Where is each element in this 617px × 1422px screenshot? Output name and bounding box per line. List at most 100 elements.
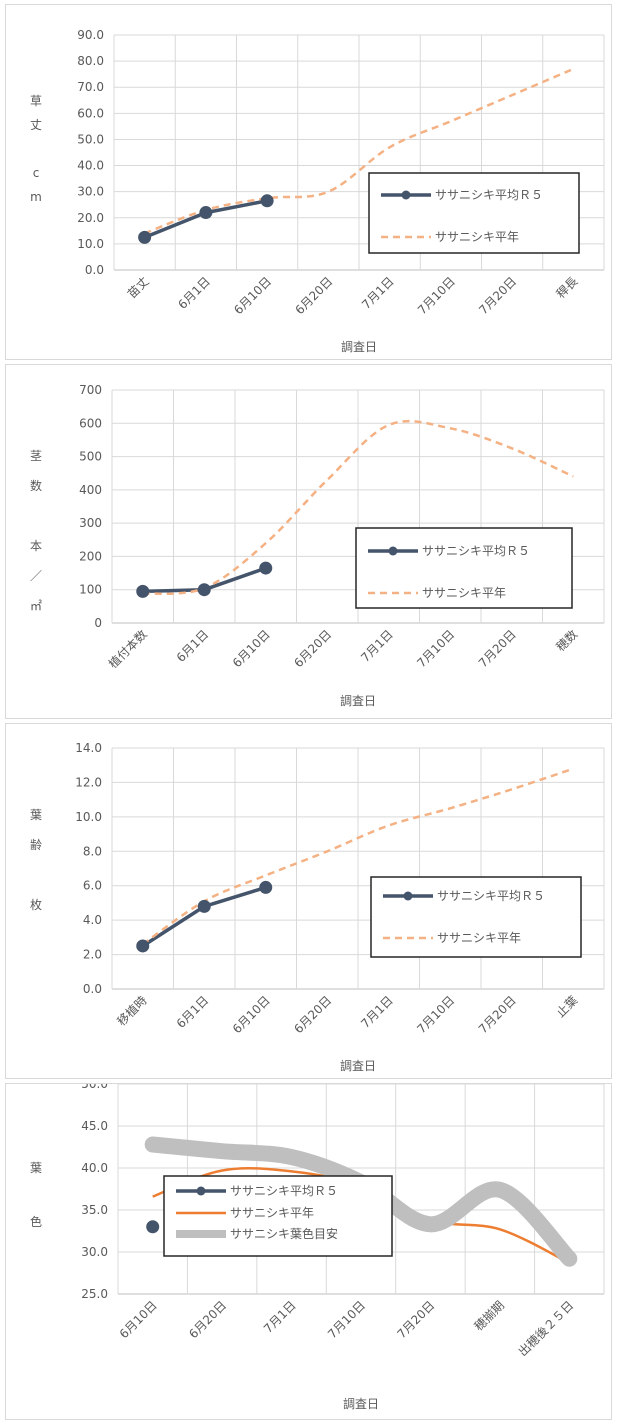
- x-tick-label: 出穂後２５日: [516, 1298, 577, 1359]
- y-tick-label: 500: [79, 450, 102, 464]
- chart-stem-count-svg: 0 100 200 300 400 500 600 700 植付本数 6月1日 6月10日 6月20日…: [30, 383, 605, 708]
- y-tick-label: 25.0: [81, 1287, 108, 1301]
- y-axis-title-char: 茎: [30, 449, 42, 463]
- x-tick-label: 6月1日: [175, 274, 213, 312]
- y-tick-label: 60.0: [77, 106, 104, 120]
- y-tick-label: 45.0: [81, 1119, 108, 1133]
- legend-label: ササニシキ平年: [437, 931, 521, 945]
- x-tick-label: 6月20日: [186, 1298, 229, 1341]
- y-tick-label: 70.0: [77, 80, 104, 94]
- y-axis-title-char: 齢: [30, 837, 42, 852]
- legend-marker: [388, 546, 398, 556]
- chart-leaf-color-svg: 25.0 30.0 35.0 40.0 45.0 50.0 6月10日 6月20日 7月1日 7月…: [30, 1084, 605, 1411]
- legend-label: ササニシキ葉色目安: [230, 1226, 338, 1241]
- chart-leaf-color: 25.0 30.0 35.0 40.0 45.0 50.0 6月10日 6月20日 7月1日 7月…: [5, 1083, 612, 1420]
- x-tick-label: 穂揃期: [471, 1298, 507, 1334]
- legend-label: ササニシキ平均Ｒ５: [230, 1184, 338, 1198]
- x-tick-label: 止葉: [553, 993, 580, 1020]
- y-axis-title-char: ／: [30, 569, 42, 583]
- legend-label: ササニシキ平均Ｒ５: [422, 544, 530, 558]
- x-tick-label: 6月1日: [174, 627, 212, 665]
- x-tick-label: 7月20日: [476, 993, 519, 1036]
- y-axis-title-char: m: [30, 190, 42, 204]
- y-axis-title-char: 丈: [30, 118, 42, 132]
- x-tick-label: 6月10日: [231, 274, 274, 317]
- chart-leaf-age: 0.0 2.0 4.0 6.0 8.0 10.0 12.0 14.0 移植時 6月1日 6月10日 6…: [5, 723, 612, 1079]
- y-tick-label: 4.0: [83, 913, 102, 927]
- x-tick-label: 7月1日: [261, 1298, 299, 1336]
- x-tick-label: 6月10日: [230, 993, 273, 1036]
- x-tick-label: 7月1日: [359, 274, 397, 312]
- x-axis-title: 調査日: [340, 694, 376, 708]
- y-tick-label: 100: [79, 583, 102, 597]
- legend-marker: [401, 190, 411, 200]
- y-axis-title-char: ㎡: [30, 599, 42, 613]
- y-tick-label: 90.0: [77, 28, 104, 42]
- chart-stem-count: 0 100 200 300 400 500 600 700 植付本数 6月1日 6月10日 6月20日…: [5, 364, 612, 719]
- y-tick-label: 10.0: [75, 810, 102, 824]
- y-tick-label: 600: [79, 416, 102, 430]
- y-tick-label: 80.0: [77, 54, 104, 68]
- x-tick-label: 6月10日: [230, 627, 273, 670]
- y-tick-label: 8.0: [83, 844, 102, 858]
- y-tick-label: 10.0: [77, 237, 104, 251]
- y-tick-label: 0.0: [85, 263, 104, 277]
- x-tick-label: 稈長: [554, 274, 581, 301]
- y-axis-title-char: 色: [30, 1215, 42, 1229]
- x-axis-title: 調査日: [343, 1397, 379, 1411]
- data-point: [138, 230, 152, 244]
- data-point: [146, 1220, 160, 1234]
- legend-marker: [196, 1186, 206, 1196]
- data-point: [259, 561, 273, 575]
- x-tick-label: 7月10日: [325, 1298, 368, 1341]
- series-line: [142, 767, 574, 946]
- y-axis-title-char: 葉: [30, 1161, 42, 1175]
- y-tick-label: 0.0: [83, 982, 102, 996]
- x-tick-label: 6月1日: [174, 993, 212, 1031]
- x-tick-label: 7月20日: [476, 274, 519, 317]
- x-axis-title: 調査日: [341, 340, 377, 354]
- data-point: [197, 583, 211, 597]
- x-tick-label: 6月20日: [291, 993, 334, 1036]
- y-tick-label: 35.0: [81, 1203, 108, 1217]
- y-axis-title-char: 本: [30, 539, 42, 553]
- x-tick-label: 6月10日: [117, 1298, 160, 1341]
- data-point: [136, 939, 150, 953]
- y-tick-label: 30.0: [77, 185, 104, 199]
- x-tick-label: 7月20日: [394, 1298, 437, 1341]
- y-axis-title-char: 枚: [30, 897, 42, 912]
- legend-label: ササニシキ平均Ｒ５: [435, 188, 543, 202]
- legend-label: ササニシキ平年: [435, 230, 519, 244]
- x-tick-label: 穂数: [553, 627, 581, 655]
- legend-label: ササニシキ平年: [422, 586, 506, 600]
- legend-box: [355, 527, 573, 609]
- y-axis-title-char: 草: [30, 94, 42, 108]
- y-tick-label: 12.0: [75, 775, 102, 789]
- x-tick-label: 7月10日: [414, 627, 457, 670]
- y-tick-label: 200: [79, 549, 102, 563]
- x-tick-label: 移植時: [114, 993, 150, 1029]
- data-point: [260, 194, 274, 208]
- x-tick-label: 7月20日: [476, 627, 519, 670]
- y-tick-label: 50.0: [81, 1084, 108, 1091]
- legend-label: ササニシキ平年: [230, 1206, 314, 1220]
- x-tick-label: 7月10日: [415, 274, 458, 317]
- data-point: [197, 899, 211, 913]
- x-tick-label: 7月1日: [358, 627, 396, 665]
- y-axis-title-char: c: [33, 166, 40, 180]
- y-tick-label: 20.0: [77, 211, 104, 225]
- x-axis-title: 調査日: [340, 1059, 376, 1073]
- chart-plant-height-svg: 0.0 10.0 20.0 30.0 40.0 50.0 60.0 70.0 80.0 90.0 苗…: [30, 28, 605, 354]
- y-tick-label: 40.0: [77, 159, 104, 173]
- legend-marker: [403, 891, 413, 901]
- x-tick-label: 苗丈: [125, 274, 152, 301]
- y-axis-title-char: 葉: [30, 808, 42, 822]
- y-tick-label: 400: [79, 483, 102, 497]
- y-tick-label: 50.0: [77, 132, 104, 146]
- y-axis-title-char: 数: [30, 478, 42, 493]
- x-tick-label: 7月10日: [414, 993, 457, 1036]
- y-tick-label: 14.0: [75, 741, 102, 755]
- y-tick-label: 300: [79, 516, 102, 530]
- x-tick-label: 7月1日: [358, 993, 396, 1031]
- y-tick-label: 30.0: [81, 1245, 108, 1259]
